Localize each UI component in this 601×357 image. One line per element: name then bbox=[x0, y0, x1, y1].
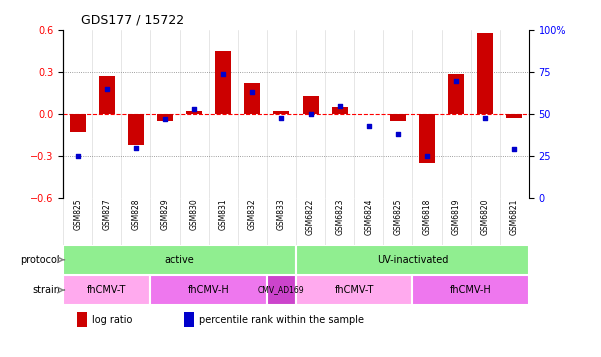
Text: CMV_AD169: CMV_AD169 bbox=[258, 286, 305, 295]
Text: fhCMV-H: fhCMV-H bbox=[450, 285, 492, 295]
Text: GSM830: GSM830 bbox=[189, 198, 198, 230]
Point bbox=[160, 116, 170, 122]
Point bbox=[102, 86, 112, 92]
Text: GSM6818: GSM6818 bbox=[423, 198, 432, 235]
Text: GSM6821: GSM6821 bbox=[510, 198, 519, 235]
Text: GSM6825: GSM6825 bbox=[394, 198, 403, 235]
Bar bbox=[245, 84, 260, 114]
Bar bbox=[215, 51, 231, 114]
Text: fhCMV-T: fhCMV-T bbox=[335, 285, 374, 295]
Text: fhCMV-H: fhCMV-H bbox=[188, 285, 230, 295]
Text: GSM6822: GSM6822 bbox=[306, 198, 315, 235]
Text: GSM828: GSM828 bbox=[132, 198, 141, 230]
Bar bbox=[128, 114, 144, 145]
Bar bbox=[296, 245, 529, 275]
Text: GSM827: GSM827 bbox=[102, 198, 111, 230]
Point bbox=[480, 115, 490, 120]
Bar bbox=[273, 111, 290, 114]
Bar bbox=[186, 111, 202, 114]
Text: strain: strain bbox=[32, 285, 60, 295]
Bar bbox=[150, 275, 267, 305]
Point bbox=[276, 115, 286, 120]
Text: GSM6823: GSM6823 bbox=[335, 198, 344, 235]
Text: UV-inactivated: UV-inactivated bbox=[377, 255, 448, 265]
Bar bbox=[390, 114, 406, 121]
Point bbox=[393, 131, 403, 137]
Point bbox=[248, 90, 257, 95]
Bar bbox=[70, 114, 86, 132]
Bar bbox=[267, 275, 296, 305]
Point bbox=[335, 103, 344, 109]
Point bbox=[189, 106, 199, 112]
Bar bbox=[477, 33, 493, 114]
Bar bbox=[99, 76, 115, 114]
Bar bbox=[63, 275, 150, 305]
Bar bbox=[157, 114, 173, 121]
Text: GSM6824: GSM6824 bbox=[364, 198, 373, 235]
Text: GSM832: GSM832 bbox=[248, 198, 257, 230]
Bar bbox=[448, 74, 464, 114]
Point bbox=[451, 78, 461, 84]
Point bbox=[364, 123, 374, 129]
Text: GSM831: GSM831 bbox=[219, 198, 228, 230]
Bar bbox=[419, 114, 435, 163]
Bar bbox=[302, 96, 319, 114]
Point bbox=[306, 111, 316, 117]
Text: active: active bbox=[165, 255, 195, 265]
Text: percentile rank within the sample: percentile rank within the sample bbox=[199, 315, 364, 325]
Text: GSM825: GSM825 bbox=[73, 198, 82, 230]
Text: protocol: protocol bbox=[20, 255, 60, 265]
Text: GSM6820: GSM6820 bbox=[481, 198, 490, 235]
Text: GSM833: GSM833 bbox=[277, 198, 286, 230]
Bar bbox=[184, 312, 195, 327]
Bar bbox=[296, 275, 412, 305]
Point bbox=[510, 147, 519, 152]
Text: log ratio: log ratio bbox=[92, 315, 132, 325]
Bar bbox=[77, 312, 87, 327]
Point bbox=[422, 154, 432, 159]
Point bbox=[73, 154, 82, 159]
Text: GSM829: GSM829 bbox=[160, 198, 169, 230]
Point bbox=[131, 145, 141, 151]
Bar bbox=[63, 245, 296, 275]
Bar bbox=[332, 107, 347, 114]
Text: fhCMV-T: fhCMV-T bbox=[87, 285, 126, 295]
Point bbox=[218, 71, 228, 77]
Text: GSM6819: GSM6819 bbox=[451, 198, 460, 235]
Bar bbox=[506, 114, 522, 119]
Text: GDS177 / 15722: GDS177 / 15722 bbox=[81, 14, 185, 27]
Bar bbox=[412, 275, 529, 305]
